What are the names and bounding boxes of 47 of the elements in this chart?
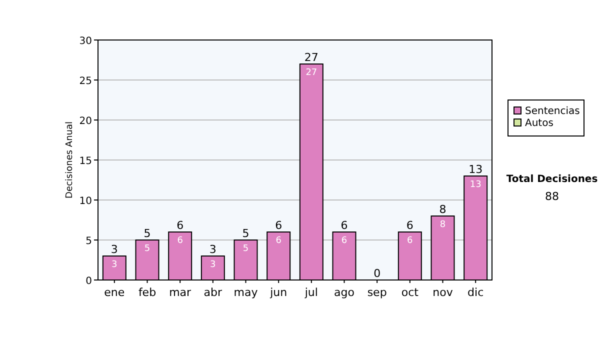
x-tick-label: may xyxy=(234,286,258,299)
data-label: 5 xyxy=(242,244,249,254)
data-label: 27 xyxy=(306,68,318,78)
total-label: 3 xyxy=(110,243,118,256)
x-tick-label: dic xyxy=(468,286,484,299)
total-label: 13 xyxy=(468,163,483,176)
y-tick-label: 30 xyxy=(79,36,92,47)
y-tick-label: 25 xyxy=(79,76,92,87)
data-label: 13 xyxy=(470,180,482,190)
data-label: 8 xyxy=(440,220,446,230)
total-label: 0 xyxy=(374,267,381,280)
data-label: 3 xyxy=(210,260,216,270)
y-tick-label: 10 xyxy=(79,196,92,207)
x-tick-label: jun xyxy=(269,286,288,299)
total-label: 3 xyxy=(209,243,216,256)
total-label: 6 xyxy=(406,219,414,232)
x-tick-label: abr xyxy=(204,286,223,299)
x-tick-label: nov xyxy=(432,286,454,299)
data-label: 5 xyxy=(144,244,150,254)
y-tick-label: 15 xyxy=(79,156,92,167)
x-tick-label: oct xyxy=(401,286,420,299)
data-label: 3 xyxy=(112,260,118,270)
y-tick-label: 0 xyxy=(86,276,92,287)
total-label: 27 xyxy=(304,51,318,64)
x-tick-label: ene xyxy=(104,286,125,299)
data-label: 6 xyxy=(177,236,184,246)
y-tick-label: 20 xyxy=(79,116,92,127)
x-tick-label: jul xyxy=(304,286,318,299)
data-label: 6 xyxy=(341,236,348,246)
total-label: 6 xyxy=(275,219,282,232)
text: Total Decisiones xyxy=(506,174,598,185)
data-label: 6 xyxy=(407,236,414,246)
y-tick-label: 5 xyxy=(86,236,92,247)
total-label: 6 xyxy=(176,219,184,232)
total-label: 6 xyxy=(340,219,348,232)
x-tick-label: feb xyxy=(138,286,156,299)
total-label: 5 xyxy=(242,227,250,240)
legend-label: Sentencias xyxy=(525,106,580,117)
x-tick-label: sep xyxy=(367,286,387,299)
total-label: 8 xyxy=(439,203,446,216)
text: 88 xyxy=(545,190,559,203)
data-label: 6 xyxy=(276,236,282,246)
x-tick-label: mar xyxy=(169,286,192,299)
x-tick-label: ago xyxy=(334,286,355,299)
legend-label: Autos xyxy=(525,118,554,129)
total-label: 5 xyxy=(144,227,151,240)
y-axis-title: Decisiones Anual xyxy=(65,122,75,198)
